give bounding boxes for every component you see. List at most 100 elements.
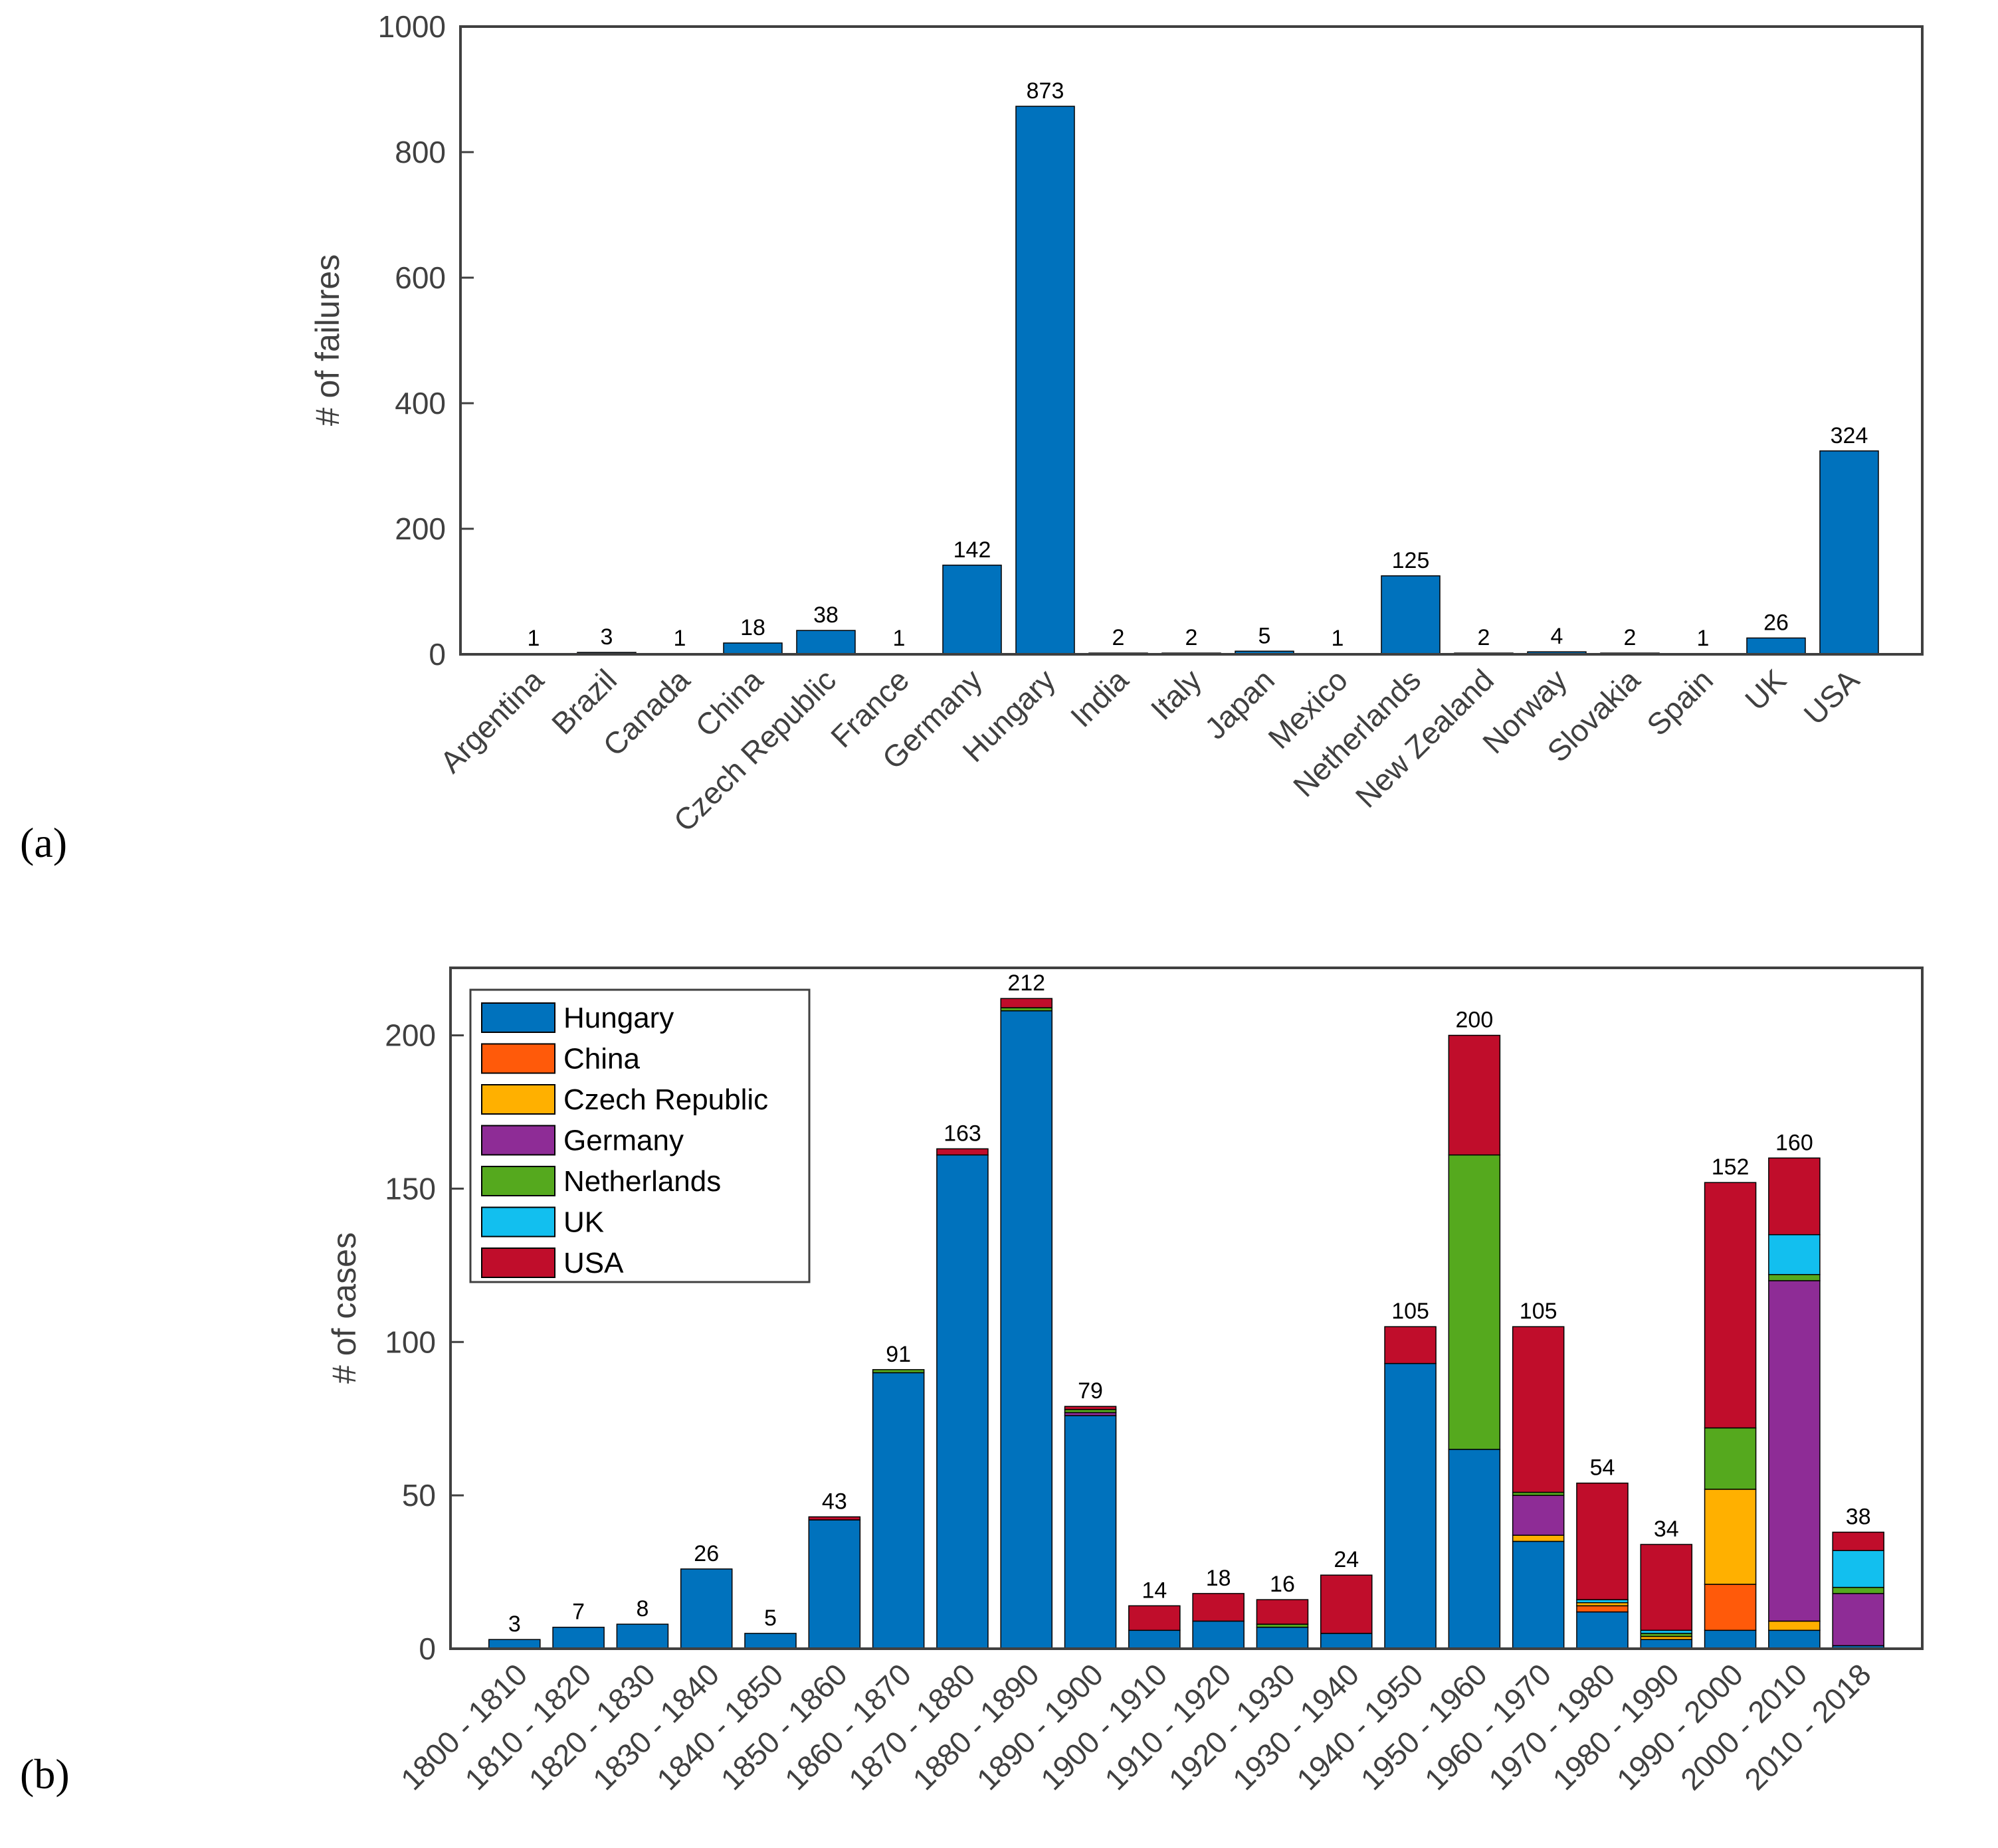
bar-segment — [1640, 1639, 1693, 1649]
data-label: 18 — [1206, 1566, 1231, 1591]
bar-segment — [872, 1369, 925, 1374]
bar-segment — [1256, 1599, 1309, 1625]
data-label: 18 — [740, 615, 765, 640]
data-label: 142 — [953, 537, 991, 563]
bar-segment — [1512, 1495, 1565, 1536]
y-tick-label: 600 — [395, 260, 446, 295]
chart-a-y-axis-title: # of failures — [309, 254, 346, 426]
bar-segment — [936, 1148, 989, 1156]
x-tick-label: India — [1064, 662, 1136, 734]
bar-segment — [1448, 1449, 1501, 1649]
panel-label-b: (b) — [20, 1750, 70, 1798]
data-label: 16 — [1270, 1572, 1295, 1597]
data-label: 3 — [508, 1612, 521, 1637]
data-label: 200 — [1456, 1008, 1494, 1033]
legend-label: USA — [563, 1247, 624, 1279]
bar-segment — [872, 1372, 925, 1649]
bar-segment — [1768, 1280, 1821, 1622]
bar-segment — [1256, 1626, 1309, 1649]
data-label: 125 — [1392, 548, 1430, 573]
chart-b-legend: Hungary China Czech Republic Germany Netherl… — [469, 988, 811, 1283]
legend-label: UK — [563, 1206, 604, 1239]
bar-segment — [744, 1633, 797, 1649]
bar-segment — [1448, 1034, 1501, 1156]
bar-segment — [1576, 1482, 1629, 1600]
data-label: 1 — [1697, 626, 1710, 651]
bar-segment — [1704, 1182, 1757, 1429]
data-label: 212 — [1007, 970, 1045, 996]
bar-segment — [1000, 1010, 1053, 1649]
data-label: 43 — [822, 1489, 847, 1514]
data-label: 152 — [1712, 1155, 1749, 1180]
bar-segment — [1448, 1154, 1501, 1450]
bar-segment — [1320, 1633, 1373, 1649]
bar-segment — [1320, 1574, 1373, 1634]
bar — [1746, 637, 1806, 655]
x-tick-label: Argentina — [433, 662, 550, 779]
bar-segment — [1704, 1629, 1757, 1649]
data-label: 4 — [1551, 624, 1563, 649]
y-tick-label: 150 — [385, 1171, 436, 1206]
data-label: 34 — [1654, 1517, 1679, 1542]
data-label: 105 — [1391, 1299, 1429, 1324]
chart-b-bars — [488, 998, 1884, 1649]
data-label: 873 — [1027, 78, 1064, 104]
legend-swatch — [481, 1247, 555, 1278]
bar-segment — [1192, 1593, 1245, 1622]
data-label: 26 — [1763, 610, 1789, 635]
data-label: 5 — [1258, 623, 1271, 648]
data-label: 2 — [1185, 625, 1198, 650]
bar-segment — [1704, 1489, 1757, 1585]
data-label: 1 — [1332, 626, 1344, 651]
panel-label-a: (a) — [20, 819, 67, 866]
bar-segment — [1128, 1605, 1181, 1631]
data-label: 160 — [1775, 1130, 1813, 1155]
data-label: 2 — [1478, 625, 1490, 650]
bar — [1015, 106, 1075, 655]
bar-segment — [1704, 1427, 1757, 1490]
bar-segment — [616, 1623, 669, 1649]
legend-label: Hungary — [563, 1002, 674, 1034]
bar-segment — [680, 1568, 733, 1649]
data-label: 54 — [1590, 1455, 1615, 1481]
y-tick-label: 400 — [395, 386, 446, 420]
x-tick-label: USA — [1797, 662, 1866, 731]
data-label: 163 — [944, 1121, 981, 1146]
data-label: 1 — [528, 626, 540, 651]
bar-segment — [1512, 1540, 1565, 1649]
chart-a-data-labels: 1 3 1 18 38 1 142 873 2 2 5 1 125 2 4 2 1 26 324 — [528, 78, 1868, 651]
bar-segment — [488, 1639, 541, 1649]
bar-segment — [1064, 1406, 1117, 1410]
bar — [796, 630, 856, 655]
data-label: 91 — [886, 1342, 911, 1367]
y-tick-label: 100 — [385, 1325, 436, 1359]
bar-segment — [1768, 1273, 1821, 1281]
data-label: 24 — [1334, 1547, 1359, 1572]
bar-segment — [1064, 1415, 1117, 1649]
data-label: 3 — [601, 624, 613, 650]
chart-b-plot-frame — [449, 967, 1924, 1650]
bar-segment — [936, 1154, 989, 1649]
legend-swatch — [481, 1043, 555, 1074]
chart-b-y-axis-title: # of cases — [326, 1232, 363, 1384]
chart-a-plot-frame — [459, 25, 1924, 656]
bar-segment — [1768, 1157, 1821, 1236]
bar — [723, 642, 783, 655]
data-label: 14 — [1142, 1578, 1167, 1603]
y-tick-label: 200 — [385, 1018, 436, 1053]
legend-swatch — [481, 1166, 555, 1196]
data-label: 8 — [636, 1596, 649, 1621]
y-tick-label: 0 — [419, 1631, 436, 1666]
bar — [1819, 450, 1879, 655]
bar-segment — [1832, 1593, 1884, 1647]
legend-label: Czech Republic — [563, 1083, 768, 1116]
legend-swatch — [481, 1206, 555, 1238]
bar-segment — [1512, 1326, 1565, 1493]
bar-segment — [808, 1519, 861, 1649]
y-tick-label: 800 — [395, 135, 446, 169]
chart-b-data-labels: 3 7 8 26 5 43 91 163 212 79 14 18 16 24 105 200 105 54 34 1… — [508, 970, 1871, 1637]
bar-segment — [1832, 1550, 1884, 1588]
y-tick-label: 200 — [395, 511, 446, 546]
legend-label: Netherlands — [563, 1165, 721, 1198]
